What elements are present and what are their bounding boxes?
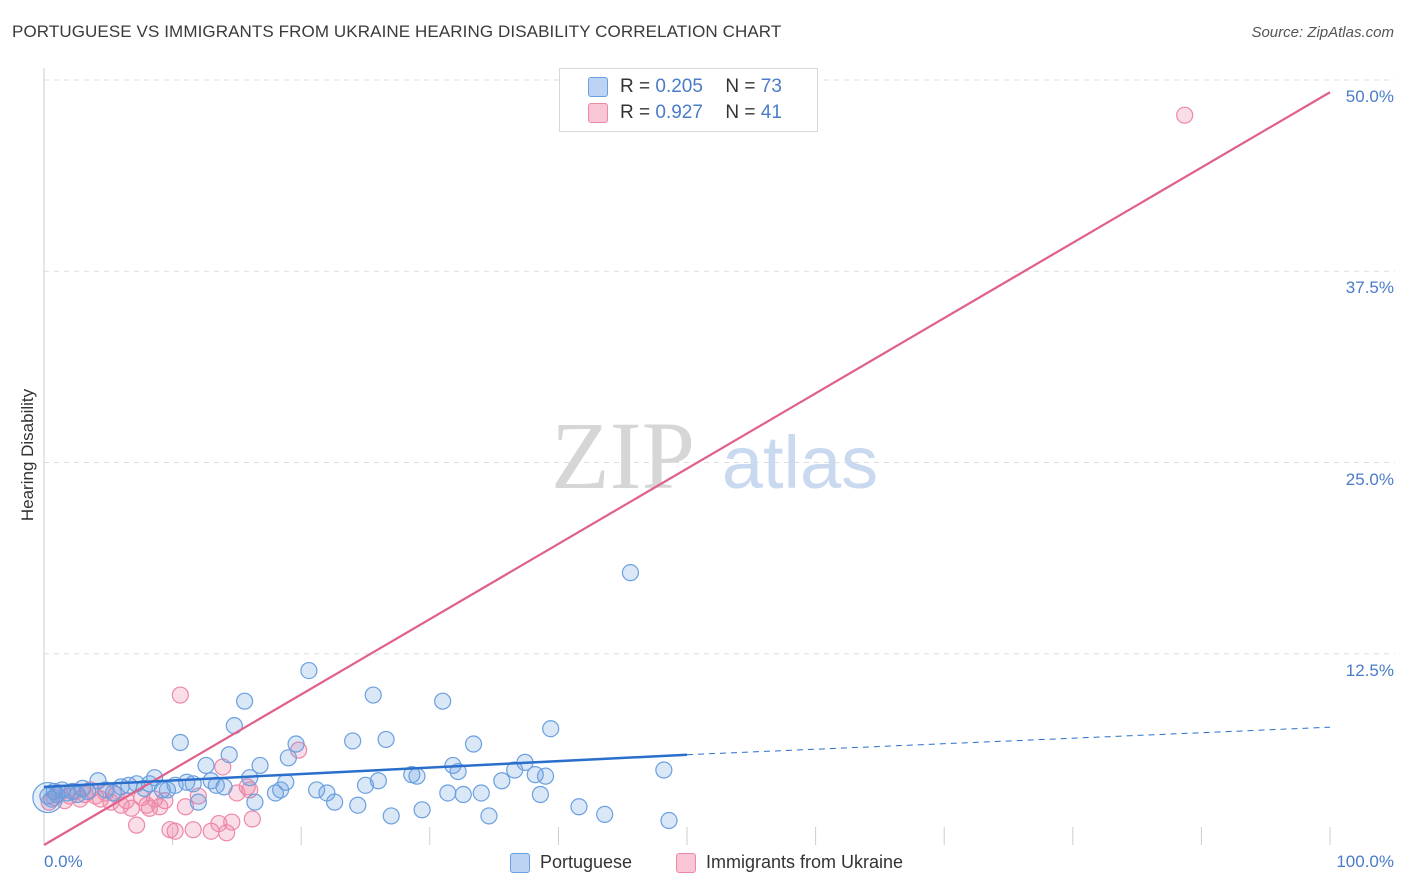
legend-r-value: 0.927 [655, 102, 703, 123]
portuguese-point [493, 772, 511, 790]
portuguese-point [454, 785, 472, 804]
legend-r-label: R = [620, 76, 651, 97]
bottom-legend-portuguese: Portuguese [510, 852, 632, 873]
legend-swatch-ukraine [588, 103, 608, 123]
portuguese-point [531, 785, 549, 804]
portuguese-point [596, 805, 614, 824]
portuguese-points [32, 564, 678, 830]
portuguese-point [171, 733, 189, 752]
grid-lines [44, 79, 1395, 655]
bottom-legend-swatch-portuguese [510, 852, 530, 873]
ukraine-point [218, 824, 236, 842]
legend-n-label: N = [725, 102, 756, 123]
portuguese-point [277, 773, 295, 791]
portuguese-point [197, 756, 215, 775]
portuguese-point [382, 807, 400, 825]
portuguese-point [215, 778, 233, 796]
portuguese-point [660, 811, 678, 830]
portuguese-point [480, 807, 498, 825]
ukraine-point [171, 686, 189, 704]
legend: R = 0.205 N = 73 R = 0.927 N = 41 [559, 68, 818, 132]
portuguese-point [356, 776, 375, 794]
y-tick-label: 25.0% [1345, 469, 1394, 489]
trend-lines [43, 91, 1331, 846]
legend-swatch-portuguese [588, 77, 608, 97]
portuguese-point [287, 735, 305, 753]
portuguese-point [326, 793, 344, 811]
portuguese-trend-line [43, 753, 688, 789]
portuguese-point [349, 796, 367, 814]
watermark-atlas: atlas [722, 421, 878, 504]
ukraine-point [176, 798, 195, 816]
portuguese-point [464, 735, 483, 753]
portuguese-point [364, 686, 382, 704]
portuguese-point [621, 564, 640, 582]
portuguese-point [536, 767, 555, 785]
portuguese-point [220, 746, 238, 764]
portuguese-point [472, 784, 490, 802]
ukraine-point [184, 821, 202, 839]
legend-row-ukraine: R = 0.927 N = 41 [588, 101, 782, 125]
watermark-zip: ZIP [551, 402, 695, 509]
portuguese-point [266, 784, 285, 802]
ukraine-point [127, 816, 146, 834]
y-tick-label: 37.5% [1345, 278, 1394, 298]
watermark: ZIP atlas [551, 402, 878, 509]
x-tick-label-min: 0.0% [44, 852, 83, 871]
portuguese-point [189, 793, 207, 811]
portuguese-point [344, 732, 362, 750]
portuguese-point [369, 772, 387, 790]
legend-row-portuguese: R = 0.205 N = 73 [588, 75, 782, 99]
bottom-legend-label: Portuguese [540, 852, 633, 872]
legend-r-label: R = [620, 102, 651, 123]
portuguese-point [377, 730, 395, 749]
portuguese-point [439, 784, 457, 802]
legend-n-value: 73 [760, 76, 782, 97]
legend-n-value: 41 [760, 102, 782, 123]
portuguese-point [300, 661, 318, 680]
portuguese-point [434, 692, 452, 710]
x-tick-label-max: 100.0% [1336, 852, 1394, 871]
axes [43, 68, 1331, 845]
legend-n-label: N = [725, 76, 756, 97]
portuguese-point [246, 793, 264, 811]
portuguese-point [251, 756, 269, 775]
portuguese-point [279, 749, 297, 767]
portuguese-point [655, 761, 673, 779]
bottom-legend-swatch-ukraine [676, 852, 696, 873]
ukraine-trend-line [43, 91, 1331, 846]
ukraine-point [156, 792, 174, 810]
ukraine-point [166, 822, 184, 840]
ukraine-points [40, 106, 1194, 842]
portuguese-point [178, 773, 196, 791]
ukraine-point [1176, 106, 1194, 124]
legend-r-value: 0.205 [655, 76, 703, 97]
chart-title: PORTUGUESE VS IMMIGRANTS FROM UKRAINE HE… [12, 22, 782, 41]
portuguese-point [308, 781, 326, 799]
ukraine-point [243, 810, 261, 828]
y-tick-label: 12.5% [1345, 660, 1394, 680]
portuguese-trend-extension [686, 726, 1331, 756]
bottom-legend-ukraine: Immigrants from Ukraine [676, 852, 903, 873]
portuguese-point [236, 692, 254, 710]
portuguese-point [413, 801, 431, 819]
source-label: Source: ZipAtlas.com [1251, 24, 1394, 41]
ukraine-point [223, 813, 241, 831]
bottom-legend-label: Immigrants from Ukraine [706, 852, 904, 872]
portuguese-point [542, 720, 560, 738]
portuguese-point [408, 767, 426, 785]
portuguese-point [570, 798, 588, 816]
y-tick-label: 50.0% [1345, 87, 1394, 106]
portuguese-cluster-point [32, 781, 64, 814]
